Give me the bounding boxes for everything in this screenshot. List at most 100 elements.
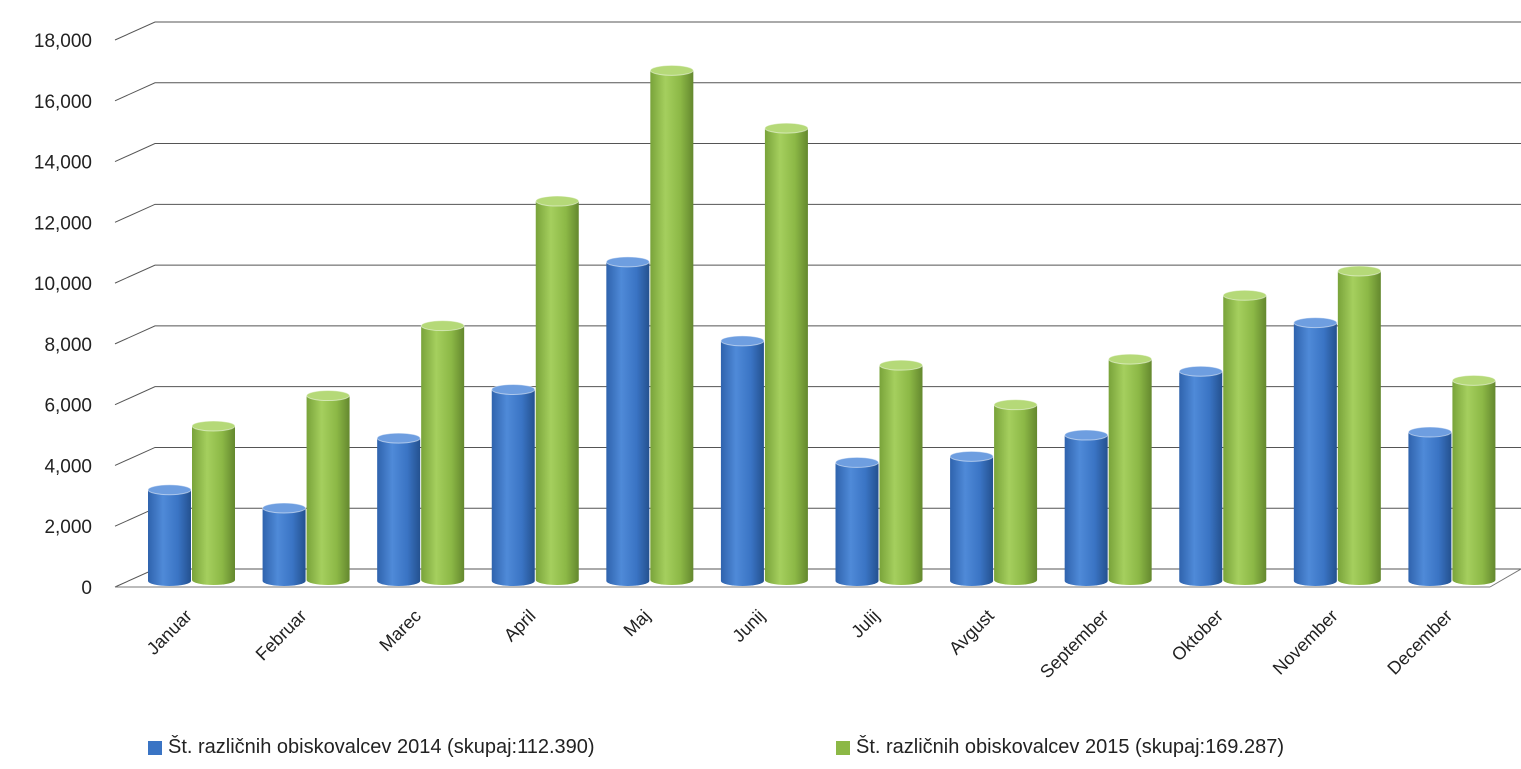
gridline — [114, 386, 1521, 406]
x-category-label: Avgust — [945, 606, 998, 659]
x-category-label: Maj — [620, 606, 655, 641]
x-category-label: Junij — [728, 606, 768, 646]
bar-body — [994, 404, 1038, 586]
bar-body — [1108, 359, 1152, 585]
bar-top — [1337, 265, 1382, 277]
bar-2015-marec — [420, 320, 465, 585]
bar-2014-oktober — [1178, 365, 1223, 586]
bar-top — [649, 64, 694, 76]
bar-2014-avgust — [949, 450, 994, 586]
bar-body — [1408, 432, 1452, 586]
bar-top — [1108, 353, 1153, 365]
x-category-label: Februar — [252, 606, 311, 665]
legend: Št. različnih obiskovalcev 2014 (skupaj:… — [0, 736, 1521, 766]
bar-top — [720, 335, 765, 347]
x-category-label: November — [1269, 606, 1342, 679]
gridline — [114, 82, 1521, 102]
legend-label-2015: Št. različnih obiskovalcev 2015 (skupaj:… — [856, 736, 1285, 758]
legend-label-2014: Št. različnih obiskovalcev 2014 (skupaj:… — [168, 736, 595, 758]
bar-body — [650, 70, 694, 585]
y-tick-label: 2,000 — [44, 517, 92, 538]
legend-item-2015: Št. različnih obiskovalcev 2015 (skupaj:… — [836, 736, 1284, 759]
bar-body — [1337, 270, 1381, 585]
bar-2015-avgust — [993, 399, 1038, 586]
bar-top — [1451, 374, 1496, 386]
bar-2015-maj — [649, 64, 694, 585]
y-tick-label: 4,000 — [44, 456, 92, 477]
bar-top — [1222, 289, 1267, 301]
bar-top — [1064, 429, 1109, 441]
bar-body — [879, 365, 923, 585]
bar-body — [535, 201, 579, 586]
bar-2015-februar — [306, 390, 351, 585]
bar-top — [993, 399, 1038, 411]
bar-top — [147, 484, 192, 496]
bar-body — [720, 340, 764, 586]
bar-2014-december — [1407, 426, 1452, 586]
bar-top — [191, 420, 236, 432]
x-category-label: Marec — [375, 606, 425, 656]
bar-2014-junij — [720, 335, 765, 586]
bar-top — [376, 432, 421, 444]
gridline — [114, 203, 1521, 223]
floor-edge — [1489, 568, 1521, 588]
bar-2015-april — [535, 195, 580, 586]
y-tick-label: 14,000 — [34, 153, 92, 174]
bar-2015-julij — [879, 359, 923, 585]
chart-svg: 0 2,000 4,000 6,000 8,000 10,000 12,000 14,000 1… — [34, 21, 1521, 682]
bar-top — [262, 502, 307, 514]
bar-top — [605, 256, 650, 268]
bar-2014-april — [491, 383, 536, 586]
bar-top — [835, 456, 879, 468]
y-tick-label: 16,000 — [34, 92, 92, 113]
bar-2014-november — [1293, 317, 1338, 586]
bar-2015-januar — [191, 420, 236, 585]
bar-top — [535, 195, 580, 207]
bar-top — [1293, 317, 1338, 329]
bar-2015-november — [1337, 265, 1382, 585]
bar-top — [949, 450, 994, 462]
bar-top — [764, 122, 809, 134]
y-tick-label: 0 — [81, 578, 92, 599]
bar-body — [148, 489, 191, 586]
bar-body — [835, 462, 879, 586]
x-category-label: Julij — [847, 606, 883, 642]
bars-layer — [147, 64, 1496, 586]
bar-2014-julij — [835, 456, 879, 586]
grid-layer — [114, 21, 1521, 588]
bar-2015-junij — [764, 122, 809, 585]
x-category-label: April — [500, 606, 540, 646]
bar-2014-september — [1064, 429, 1109, 586]
y-tick-label: 12,000 — [34, 213, 92, 234]
bar-body — [1223, 295, 1267, 585]
bar-body — [421, 325, 465, 585]
gridline — [114, 325, 1521, 345]
bar-top — [1178, 365, 1223, 377]
bar-top — [420, 320, 465, 332]
y-tick-label: 18,000 — [34, 31, 92, 52]
x-category-label: December — [1383, 606, 1456, 679]
x-category-label: Januar — [143, 606, 196, 659]
x-category-label: September — [1036, 606, 1112, 682]
bar-body — [262, 507, 306, 586]
y-tick-label: 6,000 — [44, 396, 92, 417]
bar-body — [1452, 380, 1496, 585]
bar-body — [1293, 322, 1337, 586]
y-tick-label: 8,000 — [44, 335, 92, 356]
gridline — [114, 21, 1521, 41]
legend-item-2014: Št. različnih obiskovalcev 2014 (skupaj:… — [148, 736, 595, 759]
gridline — [114, 143, 1521, 163]
bar-top — [306, 390, 351, 402]
bar-2014-maj — [605, 256, 650, 586]
bar-2015-december — [1451, 374, 1496, 585]
legend-swatch-2014 — [148, 740, 162, 755]
bar-body — [377, 438, 421, 586]
bar-body — [491, 389, 535, 586]
gridline — [114, 264, 1521, 284]
bar-body — [1179, 371, 1223, 586]
bar-top — [879, 359, 923, 371]
bar-body — [606, 261, 650, 586]
bar-body — [1064, 435, 1108, 586]
bar-2014-februar — [262, 502, 307, 586]
bar-body — [764, 128, 808, 585]
